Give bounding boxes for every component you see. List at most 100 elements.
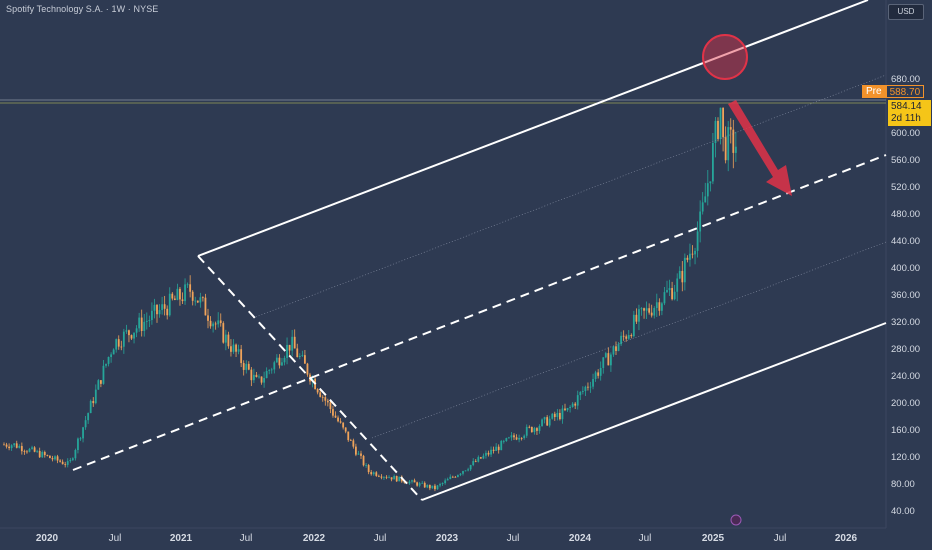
currency-badge[interactable]: USD — [888, 4, 924, 20]
pitchfork-handle[interactable] — [197, 255, 423, 501]
x-tick-label: 2023 — [435, 533, 459, 544]
candle-body — [71, 458, 74, 460]
candle-body — [181, 299, 184, 302]
candle-body — [166, 308, 169, 316]
candle-body — [235, 344, 237, 352]
candle-body — [566, 407, 569, 411]
candle-body — [689, 253, 691, 260]
candle-body — [258, 376, 260, 378]
candle-body — [418, 483, 421, 486]
candle-body — [46, 455, 49, 456]
event-marker-icon[interactable] — [730, 514, 742, 526]
candle-body — [620, 335, 622, 345]
candle-body — [487, 452, 490, 455]
candle-body — [360, 453, 362, 456]
candle-body — [627, 335, 630, 339]
x-tick-label: 2020 — [35, 533, 59, 544]
candle-body — [666, 290, 668, 293]
candle-body — [112, 349, 115, 355]
y-tick-label: 320.00 — [891, 317, 921, 328]
candle-body — [23, 451, 26, 452]
candle-body — [161, 304, 163, 311]
candle-body — [457, 474, 459, 478]
x-tick-label: 2024 — [568, 533, 592, 544]
candle-body — [610, 354, 612, 366]
candle-body — [431, 485, 434, 489]
candle-body — [301, 355, 304, 356]
candle-body — [145, 320, 148, 322]
candle-body — [385, 476, 388, 478]
candle-body — [574, 403, 577, 406]
candle-body — [530, 426, 533, 433]
candle-body — [321, 396, 324, 398]
candle-body — [635, 314, 638, 322]
candle-body — [250, 369, 253, 381]
candle-body — [38, 450, 41, 458]
candle-body — [163, 304, 166, 309]
candle-body — [451, 476, 454, 478]
candle-body — [502, 440, 505, 442]
symbol-title[interactable]: Spotify Technology S.A. · 1W · NYSE — [6, 4, 159, 14]
candle-body — [541, 419, 543, 427]
candle-body — [421, 482, 424, 484]
candle-body — [319, 392, 322, 397]
candle-body — [54, 456, 56, 460]
candle-body — [237, 349, 240, 352]
candle-body — [587, 386, 589, 388]
median-line[interactable] — [72, 154, 887, 471]
candle-body — [508, 437, 510, 439]
candle-body — [712, 143, 714, 182]
x-tick-label: 2025 — [701, 533, 725, 544]
candle-body — [74, 450, 77, 459]
upper-quarter-line[interactable] — [252, 74, 887, 319]
candle-body — [217, 320, 220, 325]
candle-body — [388, 477, 390, 479]
highlight-circle[interactable] — [702, 34, 748, 80]
candle-body — [291, 336, 294, 351]
candle-body — [546, 417, 549, 426]
candle-body — [584, 386, 587, 391]
candle-body — [278, 357, 281, 366]
candle-body — [372, 472, 375, 475]
candle-body — [434, 485, 436, 490]
candle-body — [270, 369, 273, 371]
candle-body — [64, 464, 67, 465]
channel-lower-line[interactable] — [421, 322, 887, 501]
candle-body — [296, 348, 299, 358]
candle-body — [732, 129, 735, 153]
candle-body — [230, 346, 232, 352]
candle-body — [41, 452, 44, 458]
candle-body — [717, 120, 719, 139]
candle-body — [105, 363, 107, 366]
candle-body — [265, 370, 268, 379]
candle-body — [349, 440, 352, 441]
candle-body — [370, 472, 373, 475]
candle-body — [33, 447, 36, 452]
candle-body — [477, 457, 480, 462]
candle-body — [84, 420, 87, 428]
candle-body — [110, 354, 112, 358]
down-arrow[interactable] — [728, 100, 792, 196]
candle-body — [224, 334, 227, 343]
candle-body — [518, 437, 520, 440]
candle-body — [683, 257, 686, 283]
y-tick-label: 480.00 — [891, 209, 921, 220]
candle-body — [26, 451, 28, 453]
candle-body — [151, 310, 153, 320]
candle-body — [202, 297, 204, 299]
candle-body — [594, 372, 597, 379]
candle-body — [173, 298, 176, 300]
candle-body — [513, 435, 515, 438]
candle-body — [428, 485, 431, 489]
y-tick-label: 280.00 — [891, 344, 921, 355]
candle-body — [245, 363, 248, 370]
channel-upper-line[interactable] — [197, 0, 869, 257]
candle-body — [97, 380, 100, 390]
y-tick-label: 680.00 — [891, 74, 921, 85]
candle-body — [102, 365, 105, 384]
candle-body — [92, 400, 95, 404]
candle-body — [281, 362, 283, 366]
x-tick-label: 2022 — [302, 533, 326, 544]
candle-body — [100, 380, 102, 384]
